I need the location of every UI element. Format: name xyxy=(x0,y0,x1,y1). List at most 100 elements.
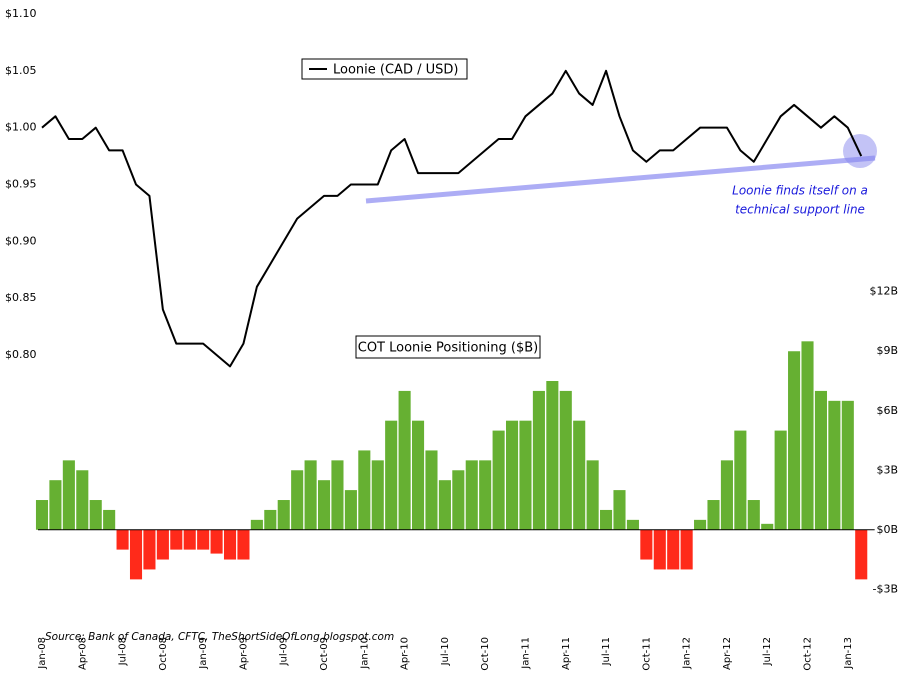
bar xyxy=(519,420,532,530)
x-tick-label: Apr-10 xyxy=(400,637,411,670)
bar xyxy=(667,529,680,570)
bar xyxy=(532,390,545,530)
bar xyxy=(694,519,707,530)
bar xyxy=(814,390,827,530)
y2-tick-label: $3B xyxy=(876,463,898,476)
y-tick-label: $0.85 xyxy=(5,291,37,304)
bar xyxy=(465,460,478,530)
y2-tick-label: $12B xyxy=(869,285,898,298)
bar xyxy=(35,500,49,530)
bar xyxy=(197,529,210,550)
bar xyxy=(680,529,693,570)
bar xyxy=(788,351,801,530)
y-tick-label: $0.80 xyxy=(5,348,37,361)
legend-label: Loonie (CAD / USD) xyxy=(333,63,458,78)
bar xyxy=(707,500,720,530)
x-tick-label: Jan-11 xyxy=(520,637,531,670)
bar xyxy=(250,519,263,530)
bar xyxy=(103,509,116,530)
bar xyxy=(747,500,760,530)
x-tick-label: Apr-11 xyxy=(561,637,572,670)
bar xyxy=(801,341,814,530)
bar xyxy=(344,490,357,530)
bar xyxy=(116,529,129,550)
bar xyxy=(76,470,89,530)
bar xyxy=(49,480,62,530)
bar xyxy=(358,450,371,530)
x-tick-label: Apr-09 xyxy=(238,637,249,670)
highlight-circle xyxy=(843,134,877,168)
x-tick-label: Oct-11 xyxy=(641,637,652,671)
bar xyxy=(506,420,519,530)
bar xyxy=(774,430,787,530)
bar xyxy=(626,519,639,530)
x-tick-label: Jan-12 xyxy=(682,637,693,670)
bar xyxy=(546,380,559,530)
price-line xyxy=(41,69,863,368)
bar xyxy=(223,529,237,560)
bar xyxy=(331,460,344,530)
bar xyxy=(291,470,304,530)
bar xyxy=(734,430,747,530)
bar xyxy=(720,460,733,530)
x-tick-label: Jan-08 xyxy=(37,637,48,670)
x-tick-label: Apr-08 xyxy=(77,637,88,670)
x-tick-label: Jul-10 xyxy=(440,637,451,666)
bar xyxy=(573,420,586,530)
bar xyxy=(371,460,384,530)
bar xyxy=(828,400,841,530)
bar xyxy=(317,480,331,530)
bar xyxy=(277,500,290,530)
x-tick-label: Jan-13 xyxy=(843,637,854,670)
bar xyxy=(425,450,438,530)
annotation: technical support line xyxy=(735,203,865,217)
bar xyxy=(613,490,626,530)
bar xyxy=(89,500,102,530)
y-tick-label: $0.90 xyxy=(5,234,37,247)
bar xyxy=(385,420,398,530)
bar xyxy=(653,529,666,570)
y2-tick-label: $9B xyxy=(876,344,898,357)
legend-box xyxy=(301,58,468,80)
y2-tick-label: -$3B xyxy=(872,582,898,595)
y2-tick-label: $6B xyxy=(876,404,898,417)
legend-label: COT Loonie Positioning ($B) xyxy=(358,341,538,356)
x-tick-label: Oct-08 xyxy=(158,637,169,671)
bar xyxy=(761,523,774,530)
bar xyxy=(304,460,317,530)
legend-box xyxy=(355,335,541,359)
bar xyxy=(398,390,411,530)
bar xyxy=(156,529,169,560)
annotation: Loonie finds itself on a xyxy=(732,184,868,198)
x-tick-label: Jul-12 xyxy=(762,637,773,666)
x-tick-label: Jan-09 xyxy=(198,637,209,670)
x-tick-label: Oct-09 xyxy=(319,637,330,671)
y2-tick-label: $0B xyxy=(876,523,898,536)
bar xyxy=(841,400,854,530)
bar xyxy=(855,529,868,580)
bar xyxy=(411,420,425,530)
bar xyxy=(559,390,572,530)
bar xyxy=(183,529,196,550)
x-tick-label: Apr-12 xyxy=(722,637,733,670)
bar xyxy=(170,529,183,550)
bar xyxy=(264,509,277,530)
x-tick-label: Oct-12 xyxy=(803,637,814,671)
x-tick-label: Jul-11 xyxy=(601,637,612,666)
bar xyxy=(600,509,613,530)
support-line xyxy=(365,155,876,204)
y-tick-label: $0.95 xyxy=(5,178,37,191)
bar xyxy=(62,460,75,530)
bar xyxy=(129,529,143,580)
source: Source: Bank of Canada, CFTC, TheShortSi… xyxy=(45,631,394,643)
bar xyxy=(143,529,156,570)
x-tick-label: Jul-09 xyxy=(279,637,290,666)
bar xyxy=(237,529,250,560)
bar xyxy=(492,430,505,530)
bar xyxy=(479,460,492,530)
y-tick-label: $1.10 xyxy=(5,7,37,20)
y-tick-label: $1.00 xyxy=(5,121,37,134)
bar xyxy=(586,460,599,530)
bar xyxy=(640,529,653,560)
